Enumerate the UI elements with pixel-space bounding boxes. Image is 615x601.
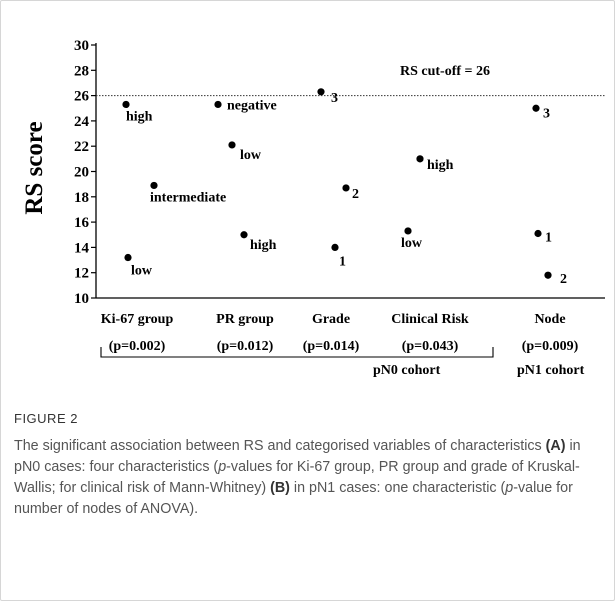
y-tick-label: 10 <box>74 291 89 307</box>
data-point-label: low <box>401 236 423 251</box>
y-tick-label: 22 <box>74 139 89 155</box>
data-point-label: intermediate <box>150 190 226 205</box>
data-point <box>416 155 424 163</box>
data-point-label: high <box>250 238 277 253</box>
data-point-label: high <box>427 158 454 173</box>
y-tick-label: 14 <box>74 240 90 256</box>
cohort-label-pn1: pN1 cohort <box>517 363 585 378</box>
y-tick-label: 30 <box>74 38 89 54</box>
data-point-label: 2 <box>560 272 567 287</box>
y-tick-label: 18 <box>74 190 89 206</box>
y-tick-label: 28 <box>74 63 89 79</box>
y-tick-label: 16 <box>74 215 90 231</box>
caption-italic-p-1: p <box>218 459 227 475</box>
data-point-label: low <box>240 148 262 163</box>
data-point <box>317 88 325 96</box>
data-point-label: 3 <box>543 106 550 121</box>
caption-italic-p-2: p <box>505 480 514 496</box>
data-point <box>240 231 248 239</box>
caption-text-c: -values for Ki-67 group, PR group and gr… <box>14 459 580 496</box>
x-category-label: Grade <box>312 312 350 327</box>
x-category-pvalue: (p=0.002) <box>109 339 166 354</box>
data-point <box>534 229 542 238</box>
caption-text-d: in pN1 cases: one characteristic ( <box>289 480 506 496</box>
data-point <box>544 271 552 279</box>
y-tick-label: 20 <box>74 165 89 181</box>
chart: RS score RS cut-off = 26 pN0 cohort pN1 … <box>21 38 605 378</box>
y-axis-label: RS score <box>21 121 48 214</box>
data-point <box>331 243 339 251</box>
data-point <box>122 100 130 109</box>
figure-caption-title: FIGURE 2 <box>14 411 78 426</box>
caption-marker-a: (A) <box>545 438 566 454</box>
y-tick-label: 12 <box>74 266 89 282</box>
data-point-label: 2 <box>352 187 359 202</box>
data-point-label: 1 <box>545 230 552 245</box>
data-point-label: low <box>131 264 153 279</box>
caption-text-a: The significant association between RS a… <box>14 438 546 454</box>
x-category-label: PR group <box>216 312 274 327</box>
x-category-label: Clinical Risk <box>391 312 469 327</box>
x-category-pvalue: (p=0.009) <box>522 339 579 354</box>
y-tick-label: 26 <box>74 89 90 105</box>
caption-text-b: in pN0 cases: four characteristics ( <box>14 438 581 475</box>
data-point <box>342 184 350 192</box>
x-category-pvalue: (p=0.014) <box>303 339 360 354</box>
x-category-pvalue: (p=0.012) <box>217 339 274 354</box>
data-point-label: negative <box>227 98 277 113</box>
caption-text-e: -value for number of nodes of ANOVA). <box>14 480 573 517</box>
data-point <box>228 141 236 149</box>
cutoff-label: RS cut-off = 26 <box>400 64 490 79</box>
y-tick-label: 24 <box>74 114 90 130</box>
data-point <box>532 104 540 112</box>
data-point-label: 3 <box>331 91 338 106</box>
cohort-bracket <box>100 347 494 358</box>
x-category-label: Ki-67 group <box>101 312 174 327</box>
cohort-label-pn0: pN0 cohort <box>373 363 441 378</box>
data-point <box>404 227 412 235</box>
data-point <box>124 253 132 262</box>
data-point-label: 1 <box>339 254 346 269</box>
data-point-label: high <box>126 109 153 124</box>
caption-marker-b: (B) <box>270 480 290 496</box>
data-point <box>150 181 158 190</box>
data-point <box>214 100 222 109</box>
x-category-pvalue: (p=0.043) <box>402 339 459 354</box>
x-category-label: Node <box>534 312 565 327</box>
figure-caption: The significant association between RS a… <box>14 436 602 520</box>
